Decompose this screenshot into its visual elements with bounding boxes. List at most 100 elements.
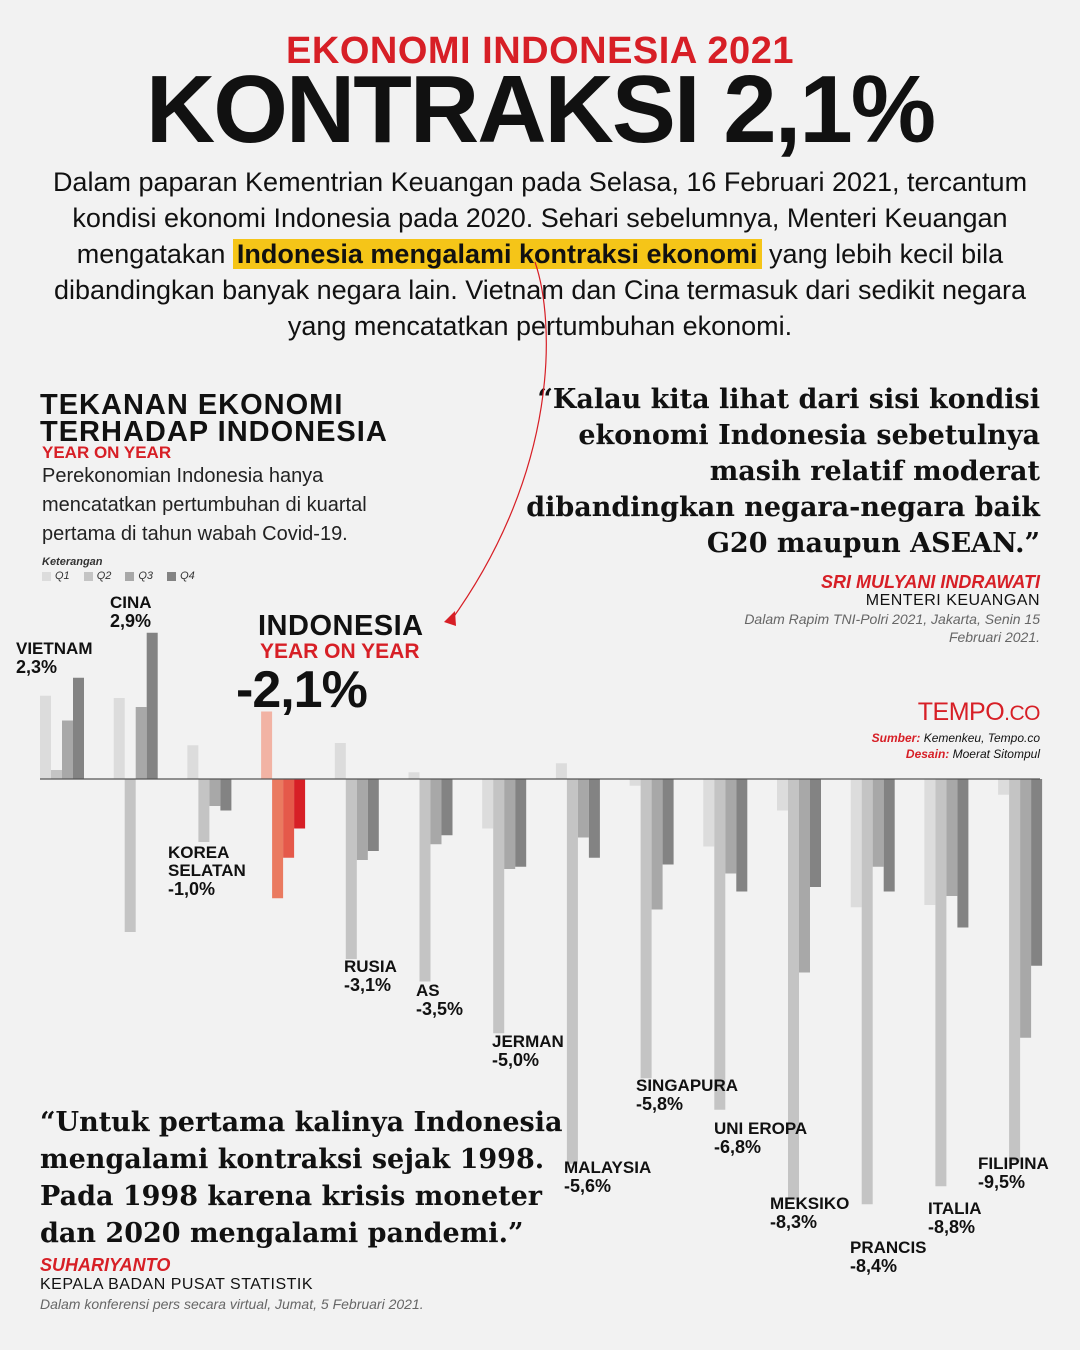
bar-as-q2	[419, 779, 431, 982]
bar-uni-eropa-q1	[703, 779, 715, 847]
bar-jerman-q1	[482, 779, 494, 829]
bps-role: KEPALA BADAN PUSAT STATISTIK	[40, 1276, 314, 1293]
bar-filipina-q3	[1020, 779, 1032, 1038]
headline: KONTRAKSI 2,1%	[145, 56, 936, 163]
bar-singapura-q3	[651, 779, 663, 910]
bar-prancis-q1	[850, 779, 862, 908]
bar-filipina-q4	[1031, 779, 1043, 966]
country-label-malaysia: MALAYSIA -5,6%	[564, 1159, 651, 1196]
bar-meksiko-q1	[777, 779, 788, 811]
intro-text-after: yang lebih kecil bila dibandingkan banya…	[53, 239, 1027, 341]
bar-korea-selatan-q2	[198, 779, 210, 842]
credit-design-value: Moerat Sitompul	[952, 747, 1040, 761]
country-label-jerman: JERMAN -5,0%	[492, 1032, 564, 1070]
legend-item-q3: Q3	[125, 570, 153, 582]
country-annual-value: -8,4%	[850, 1256, 898, 1276]
credit-source: Sumber: Kemenkeu, Tempo.co	[872, 730, 1040, 746]
section-title: TEKANAN EKONOMI TERHADAP INDONESIA	[40, 389, 388, 448]
bar-prancis-q3	[872, 779, 884, 867]
callout-arrowhead	[444, 611, 456, 626]
credit-design-label: Desain:	[905, 747, 950, 761]
bar-uni-eropa-q3	[725, 779, 737, 874]
country-name: JERMAN	[492, 1032, 564, 1051]
country-annual-value: 2,3%	[16, 657, 58, 677]
indonesia-callout-sub: YEAR ON YEAR	[260, 640, 420, 663]
indonesia-callout-value: -2,1%	[236, 661, 368, 719]
country-name: PRANCIS	[850, 1238, 927, 1257]
legend-label-q4: Q4	[180, 570, 195, 582]
minister-source: Dalam Rapim TNI-Polri 2021, Jakarta, Sen…	[744, 611, 1040, 645]
bar-vietnam-q1	[40, 695, 51, 779]
legend-swatch-q2	[83, 571, 93, 581]
country-name: RUSIA	[344, 957, 397, 976]
bar-prancis-q4	[883, 779, 895, 892]
country-name: MEKSIKO	[770, 1194, 850, 1213]
indonesia-callout-label: INDONESIA	[258, 610, 424, 642]
credit-design: Desain: Moerat Sitompul	[872, 746, 1040, 762]
bar-uni-eropa-q2	[714, 779, 726, 1110]
minister-role: MENTERI KEUANGAN	[865, 592, 1040, 609]
bar-uni-eropa-q4	[736, 779, 748, 892]
country-name: FILIPINA	[978, 1154, 1049, 1173]
bar-malaysia-q3	[577, 779, 589, 838]
minister-name: SRI MULYANI INDRAWATI	[821, 572, 1040, 592]
logo-main: TEMPO	[917, 698, 1005, 726]
legend: Q1 Q2 Q3 Q4	[42, 570, 195, 582]
country-label-cina: CINA 2,9%	[110, 593, 152, 631]
bar-as-q1	[408, 772, 420, 779]
bar-italia-q4	[957, 779, 969, 928]
callout-arrow	[449, 261, 547, 623]
credit-source-value: Kemenkeu, Tempo.co	[923, 731, 1040, 745]
country-label-vietnam: VIETNAM 2,3%	[16, 640, 93, 677]
legend-item-q1: Q1	[42, 570, 70, 582]
country-annual-value: -3,1%	[344, 975, 392, 995]
legend-swatch-q3	[125, 571, 135, 581]
section-title-line2: TERHADAP INDONESIA	[40, 416, 388, 448]
country-name: KOREA SELATAN	[168, 843, 246, 880]
tempo-logo: TEMPO.CO	[917, 698, 1041, 727]
country-annual-value: -5,8%	[636, 1094, 684, 1114]
country-label-as: AS -3,5%	[416, 982, 464, 1019]
credits: Sumber: Kemenkeu, Tempo.co Desain: Moera…	[872, 730, 1040, 762]
bps-quote: “Untuk pertama kalinya Indonesia mengala…	[40, 1107, 563, 1249]
bar-singapura-q2	[640, 779, 652, 1079]
bar-rusia-q1	[334, 743, 346, 779]
logo-suffix: .CO	[1004, 702, 1040, 725]
legend-label-q1: Q1	[55, 570, 70, 582]
bar-korea-selatan-q4	[220, 779, 232, 811]
bar-indonesia-q4	[294, 779, 306, 829]
country-label-prancis: PRANCIS -8,4%	[850, 1238, 927, 1276]
section-title-line1: TEKANAN EKONOMI	[40, 389, 344, 421]
bar-prancis-q2	[861, 779, 873, 1205]
bar-korea-selatan-q1	[187, 745, 199, 779]
bar-cina-q3	[135, 707, 147, 779]
intro-paragraph: Dalam paparan Kementrian Keuangan pada S…	[40, 164, 1040, 344]
bar-vietnam-q2	[51, 770, 62, 779]
bar-filipina-q1	[998, 779, 1010, 795]
bar-indonesia-q3	[283, 779, 295, 858]
country-annual-value: -3,5%	[416, 999, 464, 1019]
country-name: ITALIA	[928, 1199, 982, 1218]
bars-group	[40, 632, 1043, 1205]
country-name: CINA	[110, 593, 152, 612]
legend-swatch-q1	[42, 571, 51, 581]
bar-cina-q2	[124, 779, 136, 932]
bar-jerman-q4	[515, 779, 527, 867]
country-label-korea-selatan: KOREA SELATAN -1,0%	[168, 843, 258, 899]
bar-meksiko-q2	[788, 779, 799, 1200]
country-name: SINGAPURA	[636, 1076, 739, 1095]
bar-singapura-q1	[629, 779, 641, 786]
bar-jerman-q3	[504, 779, 516, 869]
intro-text-before: Dalam paparan Kementrian Keuangan pada S…	[52, 167, 1028, 269]
country-annual-value: -5,0%	[492, 1050, 540, 1070]
bar-cina-q4	[146, 632, 158, 779]
country-label-rusia: RUSIA -3,1%	[344, 957, 397, 995]
bar-malaysia-q4	[588, 779, 600, 858]
bps-source: Dalam konferensi pers secara virtual, Ju…	[40, 1296, 424, 1312]
minister-quote: “Kalau kita lihat dari sisi kondisi ekon…	[526, 384, 1040, 559]
legend-swatch-q4	[167, 571, 177, 581]
bar-filipina-q2	[1009, 779, 1021, 1162]
bar-as-q4	[441, 779, 453, 836]
bar-jerman-q2	[493, 779, 505, 1034]
